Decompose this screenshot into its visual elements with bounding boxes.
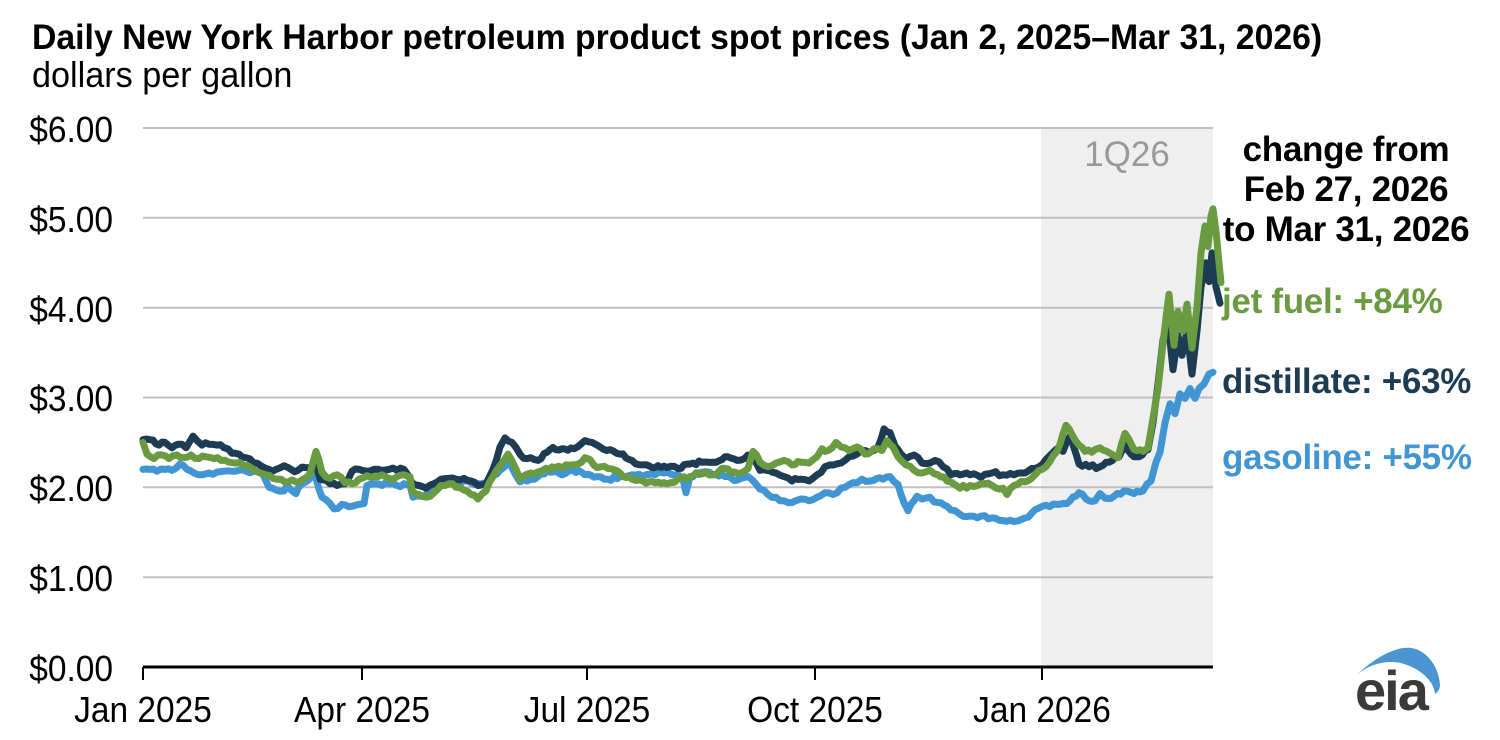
svg-text:eia: eia <box>1355 659 1430 722</box>
